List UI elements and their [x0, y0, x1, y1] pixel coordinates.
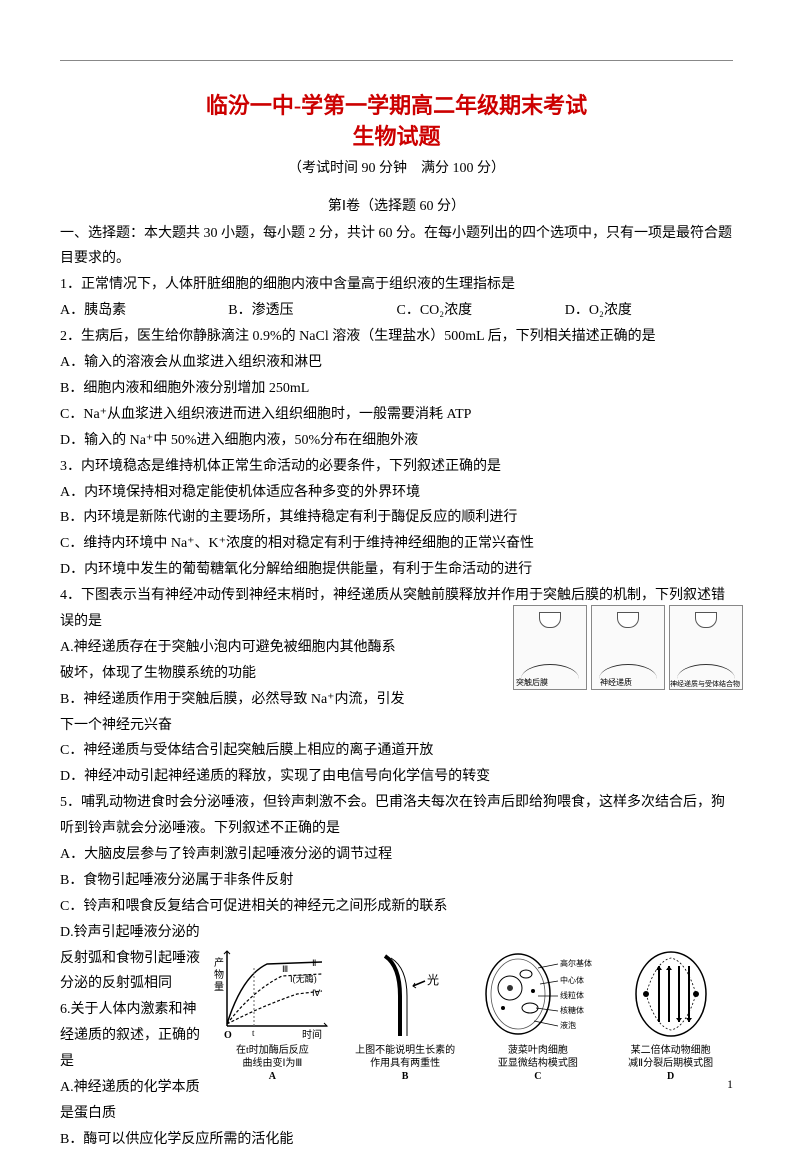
- q6-A2: 是蛋白质: [60, 1101, 210, 1127]
- figure-B: 光 上图不能说明生长素的 作用具有两重性 B: [343, 946, 468, 1083]
- syn-label-1: 突触后膜: [516, 676, 548, 691]
- svg-text:时间: 时间: [302, 1028, 322, 1041]
- top-rule: [60, 60, 733, 61]
- svg-text:量: 量: [214, 981, 224, 993]
- q1-C: C．CO₂浓度: [397, 298, 565, 324]
- figure-C: 高尔基体 中心体 线粒体 核糖体 液泡 菠菜叶肉细胞 亚显微结构模式图 C: [476, 946, 601, 1083]
- q4-block: 4．下图表示当有神经冲动传到神经末梢时，神经递质从突触前膜释放并作用于突触后膜的…: [60, 583, 733, 738]
- q5-B: B．食物引起唾液分泌属于非条件反射: [60, 868, 733, 894]
- svg-text:高尔基体: 高尔基体: [560, 958, 592, 968]
- q6-A1: A.神经递质的化学本质: [60, 1075, 210, 1101]
- q6-stem1: 6.关于人体内激素和神: [60, 997, 210, 1023]
- figA-cap1: 在t时加酶后反应: [210, 1044, 335, 1057]
- q4-C: C．神经递质与受体结合引起突触后膜上相应的离子通道开放: [60, 738, 733, 764]
- synapse-diagram: 突触后膜 神经递质 神经递质与受体结合物: [513, 605, 743, 690]
- content-body: 一、选择题：本大题共 30 小题，每小题 2 分，共计 60 分。在每小题列出的…: [60, 221, 733, 1153]
- q2-C: C．Na⁺从血浆进入组织液进而进入组织细胞时，一般需要消耗 ATP: [60, 402, 733, 428]
- svg-text:线粒体: 线粒体: [560, 990, 584, 1000]
- synapse-panel-1: 突触后膜: [513, 605, 587, 690]
- figA-cap2: 曲线由变Ⅰ为Ⅲ: [210, 1057, 335, 1070]
- q6-line1: 反射弧和食物引起唾液: [60, 946, 210, 972]
- svg-text:中心体: 中心体: [560, 975, 584, 985]
- svg-text:Ⅳ: Ⅳ: [312, 988, 321, 998]
- svg-text:t: t: [252, 1028, 255, 1038]
- figD-label: D: [608, 1070, 733, 1083]
- syn-label-2: 神经递质: [600, 676, 632, 691]
- figure-D: 某二倍体动物细胞 减Ⅱ分裂后期模式图 D: [608, 946, 733, 1083]
- q6-left-text: 反射弧和食物引起唾液 分泌的反射弧相同 6.关于人体内激素和神 经递质的叙述，正…: [60, 946, 210, 1127]
- q3-C: C．维持内环境中 Na⁺、K⁺浓度的相对稳定有利于维持神经细胞的正常兴奋性: [60, 531, 733, 557]
- figD-cap1: 某二倍体动物细胞: [608, 1044, 733, 1057]
- q1-A: A．胰岛素: [60, 298, 228, 324]
- q6-B: B．酶可以供应化学反应所需的活化能: [60, 1127, 733, 1153]
- q6-block: 反射弧和食物引起唾液 分泌的反射弧相同 6.关于人体内激素和神 经递质的叙述，正…: [60, 946, 733, 1127]
- q3-D: D．内环境中发生的葡萄糖氧化分解给细胞提供能量，有利于生命活动的进行: [60, 557, 733, 583]
- q4-D: D．神经冲动引起神经递质的释放，实现了由电信号向化学信号的转变: [60, 764, 733, 790]
- instructions: 一、选择题：本大题共 30 小题，每小题 2 分，共计 60 分。在每小题列出的…: [60, 221, 733, 273]
- q5-A: A．大脑皮层参与了铃声刺激引起唾液分泌的调节过程: [60, 842, 733, 868]
- figC-label: C: [476, 1070, 601, 1083]
- svg-text:光: 光: [427, 973, 439, 987]
- exam-subtitle: 生物试题: [60, 122, 733, 153]
- q5-stem: 5．哺乳动物进食时会分泌唾液，但铃声刺激不会。巴甫洛夫每次在铃声后即给狗喂食，这…: [60, 790, 733, 842]
- q5-D: D.铃声引起唾液分泌的: [60, 920, 733, 946]
- q2-stem: 2．生病后，医生给你静脉滴注 0.9%的 NaCl 溶液（生理盐水）500mL …: [60, 324, 733, 350]
- q1-options: A．胰岛素 B．渗透压 C．CO₂浓度 D．O₂浓度: [60, 298, 733, 324]
- synapse-panel-3: 神经递质与受体结合物: [669, 605, 743, 690]
- figC-cap1: 菠菜叶肉细胞: [476, 1044, 601, 1057]
- figA-label: A: [210, 1070, 335, 1083]
- svg-text:产: 产: [214, 956, 224, 969]
- q1-stem: 1．正常情况下，人体肝脏细胞的细胞内液中含量高于组织液的生理指标是: [60, 272, 733, 298]
- svg-text:Ⅲ: Ⅲ: [282, 964, 288, 974]
- q4-B-1: B．神经递质作用于突触后膜，必然导致 Na⁺内流，引发: [60, 687, 733, 713]
- synapse-panel-2: 神经递质: [591, 605, 665, 690]
- figB-label: B: [343, 1070, 468, 1083]
- q4-B-2: 下一个神经元兴奋: [60, 713, 733, 739]
- svg-text:Ⅰ(无酶): Ⅰ(无酶): [290, 973, 317, 984]
- q6-line2: 分泌的反射弧相同: [60, 971, 210, 997]
- figB-cap1: 上图不能说明生长素的: [343, 1044, 468, 1057]
- svg-text:O: O: [224, 1030, 232, 1041]
- page-number: 1: [727, 1077, 733, 1092]
- q6-stem3: 是: [60, 1049, 210, 1075]
- q2-B: B．细胞内液和细胞外液分别增加 250mL: [60, 376, 733, 402]
- syn-label-3: 神经递质与受体结合物: [670, 678, 740, 691]
- q3-A: A．内环境保持相对稳定能使机体适应各种多变的外界环境: [60, 480, 733, 506]
- cell-C-icon: 高尔基体 中心体 线粒体 核糖体 液泡: [478, 946, 598, 1041]
- exam-title: 临汾一中-学第一学期高二年级期末考试: [60, 91, 733, 122]
- q2-D: D．输入的 Na⁺中 50%进入细胞内液，50%分布在细胞外液: [60, 428, 733, 454]
- exam-info: （考试时间 90 分钟 满分 100 分）: [60, 157, 733, 177]
- svg-text:Ⅱ: Ⅱ: [312, 958, 316, 968]
- q6-stem2: 经递质的叙述，正确的: [60, 1023, 210, 1049]
- q3-B: B．内环境是新陈代谢的主要场所，其维持稳定有利于酶促反应的顺利进行: [60, 505, 733, 531]
- svg-text:核糖体: 核糖体: [560, 1005, 584, 1015]
- section-title: 第Ⅰ卷（选择题 60 分）: [60, 195, 733, 215]
- q5-C: C．铃声和喂食反复结合可促进相关的神经元之间形成新的联系: [60, 894, 733, 920]
- plant-B-icon: 光: [355, 946, 455, 1041]
- figD-cap2: 减Ⅱ分裂后期模式图: [608, 1057, 733, 1070]
- q2-A: A．输入的溶液会从血浆进入组织液和淋巴: [60, 350, 733, 376]
- q1-D: D．O₂浓度: [565, 298, 733, 324]
- svg-text:物: 物: [214, 968, 224, 981]
- figC-cap2: 亚显微结构模式图: [476, 1057, 601, 1070]
- q6-figures: Ⅰ(无酶) Ⅱ Ⅲ Ⅳ t O 时间 产 物 量 在t时加酶后反应 曲线由变Ⅰ为…: [210, 946, 733, 1083]
- chart-A-icon: Ⅰ(无酶) Ⅱ Ⅲ Ⅳ t O 时间 产 物 量: [212, 946, 332, 1041]
- figB-cap2: 作用具有两重性: [343, 1057, 468, 1070]
- svg-text:液泡: 液泡: [560, 1020, 576, 1030]
- figure-A: Ⅰ(无酶) Ⅱ Ⅲ Ⅳ t O 时间 产 物 量 在t时加酶后反应 曲线由变Ⅰ为…: [210, 946, 335, 1083]
- q1-B: B．渗透压: [228, 298, 396, 324]
- q3-stem: 3．内环境稳态是维持机体正常生命活动的必要条件，下列叙述正确的是: [60, 454, 733, 480]
- cell-D-icon: [621, 946, 721, 1041]
